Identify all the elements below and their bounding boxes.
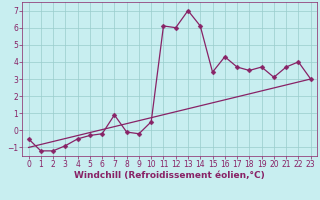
X-axis label: Windchill (Refroidissement éolien,°C): Windchill (Refroidissement éolien,°C) (74, 171, 265, 180)
